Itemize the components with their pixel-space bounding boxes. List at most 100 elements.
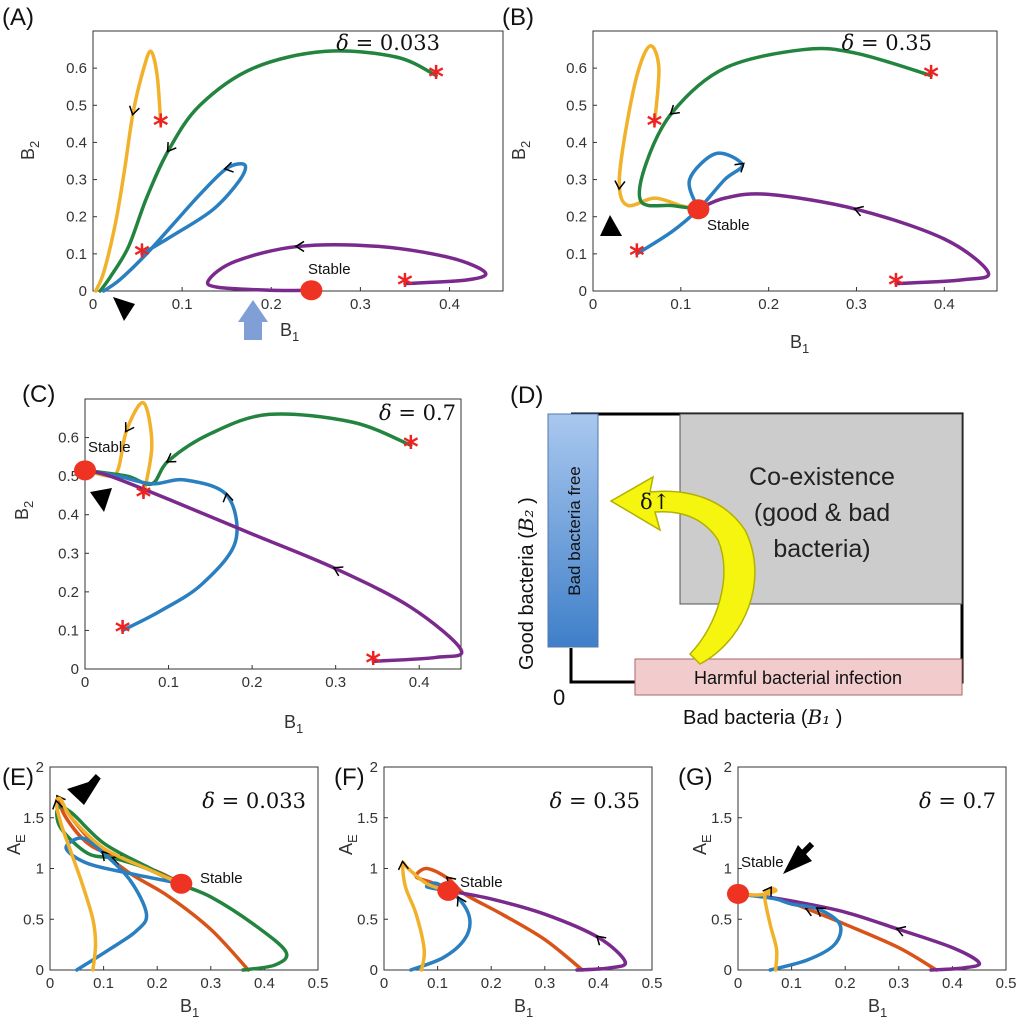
initial-point-star-marker: *: [888, 269, 904, 304]
direction-arrow-icon: [853, 205, 864, 217]
x-tick-label: 0: [380, 975, 388, 992]
y-axis-label: B2: [12, 501, 36, 520]
chart-panel-g: 0 0.1 0.2 0.3 0.4 0.5 0 0.5 1 1.5 2 B1 AE Stable δ = 0…: [690, 759, 1016, 1020]
x-tick-label: 0.4: [588, 975, 609, 992]
initial-point-star-marker: *: [153, 109, 169, 144]
y-tick-label: 1: [36, 861, 44, 878]
x-tick-label: 0.5: [642, 975, 663, 992]
y-axis-label: AE: [4, 834, 28, 855]
initial-point-star-marker: *: [397, 269, 413, 304]
initial-point-star-marker: *: [134, 239, 150, 274]
x-axis-label: B1: [514, 996, 533, 1020]
direction-arrow-icon: [128, 105, 140, 117]
x-tick-label: 0: [734, 975, 742, 992]
series-line-yellow: [400, 860, 451, 972]
direction-arrow-icon: [456, 895, 467, 907]
y-tick-label: 2: [724, 759, 732, 776]
direction-arrow-icon: [595, 935, 607, 946]
y-tick-label: 1.5: [711, 810, 732, 827]
initial-point-star-marker: *: [428, 61, 444, 96]
x-tick-label: 0: [81, 674, 89, 691]
series-line-purple: [205, 243, 488, 293]
y-tick-label: 0.6: [66, 60, 87, 77]
y-tick-label: 0: [71, 661, 79, 678]
co-existence-line-2: (good & bad: [754, 499, 890, 527]
x-tick-label: 0.1: [93, 975, 114, 992]
series-line-blue: [101, 162, 248, 293]
series-line-blue: [736, 892, 843, 972]
x-tick-label: 0.1: [427, 975, 448, 992]
region-harmful-infection-label: Harmful bacterial infection: [694, 668, 902, 688]
series-line-blue: [409, 881, 472, 972]
x-axis-label: B1: [868, 996, 887, 1020]
x-tick-label: 0: [589, 296, 597, 313]
y-tick-label: 0.4: [66, 134, 87, 151]
initial-point-star-marker: *: [136, 480, 152, 515]
y-tick-label: 0.1: [58, 622, 79, 639]
series-line-green: [55, 804, 289, 972]
direction-arrow-icon: [294, 240, 305, 253]
x-tick-label: 0.5: [996, 975, 1017, 992]
co-existence-line-3: bacteria): [773, 535, 870, 563]
y-axis-label: AE: [336, 834, 360, 855]
y-tick-label: 0: [79, 283, 87, 300]
series-line-orange: [414, 866, 585, 972]
y-axis-label-symbol: B₂: [514, 509, 538, 533]
x-axis-label-text: Bad bacteria (: [683, 707, 808, 729]
stable-point-marker: [300, 280, 323, 301]
co-existence-line-1: Co-existence: [749, 463, 895, 491]
series-line-yellow: [54, 796, 184, 972]
x-axis-label: B1: [180, 996, 199, 1020]
direction-arrow-icon: [332, 566, 344, 577]
y-tick-label: 1: [370, 861, 378, 878]
initial-point-star-marker: *: [403, 430, 419, 465]
y-tick-label: 0.2: [566, 209, 587, 226]
x-tick-label: 0.3: [888, 975, 909, 992]
x-axis-label-symbol: B₁: [807, 705, 831, 729]
stable-label: Stable: [460, 874, 503, 891]
y-tick-label: 0: [370, 962, 378, 979]
delta-value-label: δ = 0.7: [379, 401, 456, 425]
stable-point-marker: [687, 199, 710, 220]
black-arrow-icon-e: [67, 773, 101, 805]
y-tick-label: 0.5: [711, 911, 732, 928]
x-tick-label: 0.4: [934, 296, 955, 313]
series-line-yellow: [617, 44, 701, 212]
panel-label-b: (B): [502, 4, 534, 31]
x-axis-label: B1: [280, 320, 299, 344]
chart-panel-b: 0 0.1 0.2 0.3 0.4 0 0.1 0.2 0.3 0.4 0.5 0.6 B1 B2 * * * *…: [509, 30, 998, 356]
x-tick-label: 0.3: [846, 296, 867, 313]
x-tick-label: 0.5: [308, 975, 329, 992]
panel-label-d: (D): [510, 382, 543, 409]
y-tick-label: 2: [370, 759, 378, 776]
x-tick-label: 0.3: [200, 975, 221, 992]
direction-arrow-icon: [734, 162, 745, 173]
series-line-yellow: [736, 886, 779, 972]
x-tick-label: 0.3: [325, 674, 346, 691]
triangle-marker-c: [90, 488, 112, 512]
region-bad-bacteria-free: [547, 413, 599, 648]
x-tick-label: 0: [89, 296, 97, 313]
chart-panel-a: 0 0.1 0.2 0.3 0.4 0 0.1 0.2 0.3 0.4 0.5 0.6 B1 B2 * * * *…: [18, 30, 504, 344]
direction-arrow-icon: [52, 799, 64, 810]
triangle-marker-b: [600, 215, 622, 236]
plot-frame: [84, 398, 462, 670]
y-axis-label: B2: [18, 141, 42, 160]
series-line-blue: [635, 151, 745, 256]
initial-point-star-marker: *: [365, 646, 381, 681]
triangle-marker-a: [113, 297, 135, 321]
y-tick-label: 0: [36, 962, 44, 979]
y-tick-label: 0.2: [58, 584, 79, 601]
x-tick-label: 0.3: [350, 296, 371, 313]
origin-label: 0: [553, 685, 565, 710]
y-tick-label: 0.6: [566, 60, 587, 77]
y-tick-label: 0: [579, 283, 587, 300]
series-line-green: [83, 412, 413, 487]
delta-increase-label: δ↑: [640, 490, 670, 514]
delta-increase-arrow-icon: [609, 475, 756, 665]
y-tick-label: 0.2: [66, 209, 87, 226]
direction-arrow-icon: [222, 492, 234, 503]
direction-arrow-icon: [669, 104, 680, 115]
x-tick-label: 0.2: [481, 975, 502, 992]
series-line-purple: [83, 468, 464, 664]
